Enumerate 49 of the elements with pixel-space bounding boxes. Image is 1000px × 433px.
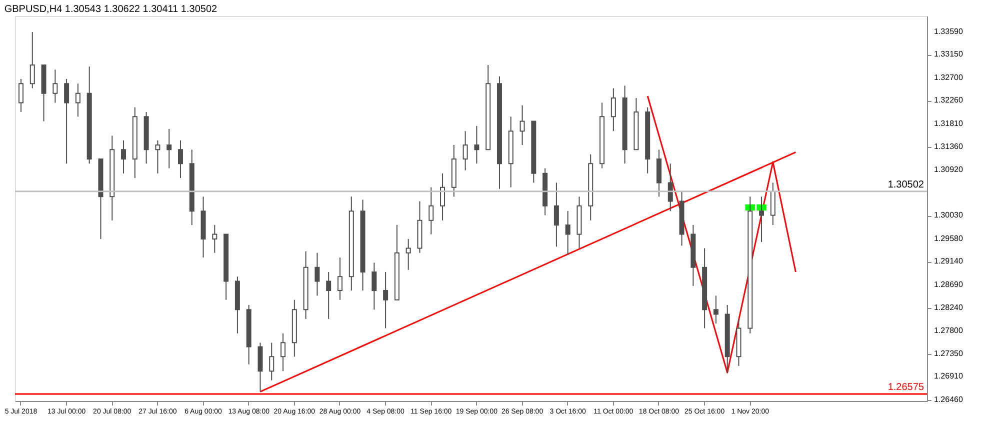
y-tick-label: 1.31360 (934, 142, 964, 152)
y-tick-label: 1.32700 (934, 72, 964, 82)
candlestick (212, 224, 218, 254)
candlestick (30, 32, 35, 89)
y-tick-label: 1.27800 (934, 326, 964, 335)
y-tick-label: 1.29140 (934, 256, 964, 266)
candlestick (121, 140, 126, 174)
candlestick (52, 69, 58, 104)
candlestick (462, 130, 468, 171)
y-tick-label: 1.28690 (934, 280, 964, 289)
candlestick (314, 252, 320, 296)
y-tick-label: 1.30030 (934, 210, 964, 220)
y-tick-label: 1.32260 (934, 96, 964, 105)
y-tick-label: 1.30920 (934, 164, 964, 174)
candlestick (520, 104, 525, 146)
candlestick (337, 257, 342, 300)
candlestick (75, 83, 80, 118)
candlestick (610, 88, 616, 132)
candlestick (668, 163, 673, 212)
ref-line-label: 1.30502 (888, 179, 924, 190)
candlestick (713, 295, 718, 324)
y-tick-label: 1.33150 (934, 50, 964, 59)
candlestick (64, 78, 70, 164)
candlestick (269, 342, 274, 381)
ref-line-label: 1.26575 (888, 382, 924, 394)
candlestick (565, 210, 570, 256)
candlestick (554, 182, 559, 248)
candlestick (155, 140, 160, 174)
candlestick (656, 149, 662, 198)
y-tick-label: 1.27350 (934, 349, 964, 358)
candlestick (280, 332, 286, 372)
candlestick (474, 125, 480, 164)
candlestick (406, 238, 411, 270)
y-tick-label: 1.28240 (934, 303, 964, 312)
candlestick (166, 128, 172, 169)
candlestick (18, 78, 24, 112)
candlestick (178, 140, 183, 179)
y-tick-label: 1.31810 (934, 118, 964, 128)
candlestick (770, 182, 776, 226)
candlestick (428, 186, 434, 235)
y-tick-label: 1.26910 (934, 372, 964, 381)
candlestick (372, 262, 377, 310)
y-tick-label: 1.26460 (934, 394, 964, 404)
y-tick-label: 1.29580 (934, 234, 964, 243)
candlestick (440, 172, 446, 221)
y-tick-label: 1.33590 (934, 27, 964, 36)
chart-title: GBPUSD,H4 1.30543 1.30622 1.30411 1.30502 (4, 4, 218, 15)
candlestick (326, 271, 332, 320)
candlestick (383, 271, 388, 329)
